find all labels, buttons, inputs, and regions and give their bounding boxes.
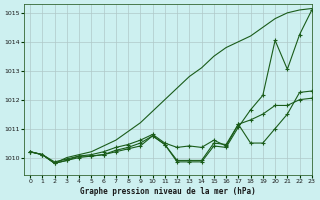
- X-axis label: Graphe pression niveau de la mer (hPa): Graphe pression niveau de la mer (hPa): [80, 187, 256, 196]
